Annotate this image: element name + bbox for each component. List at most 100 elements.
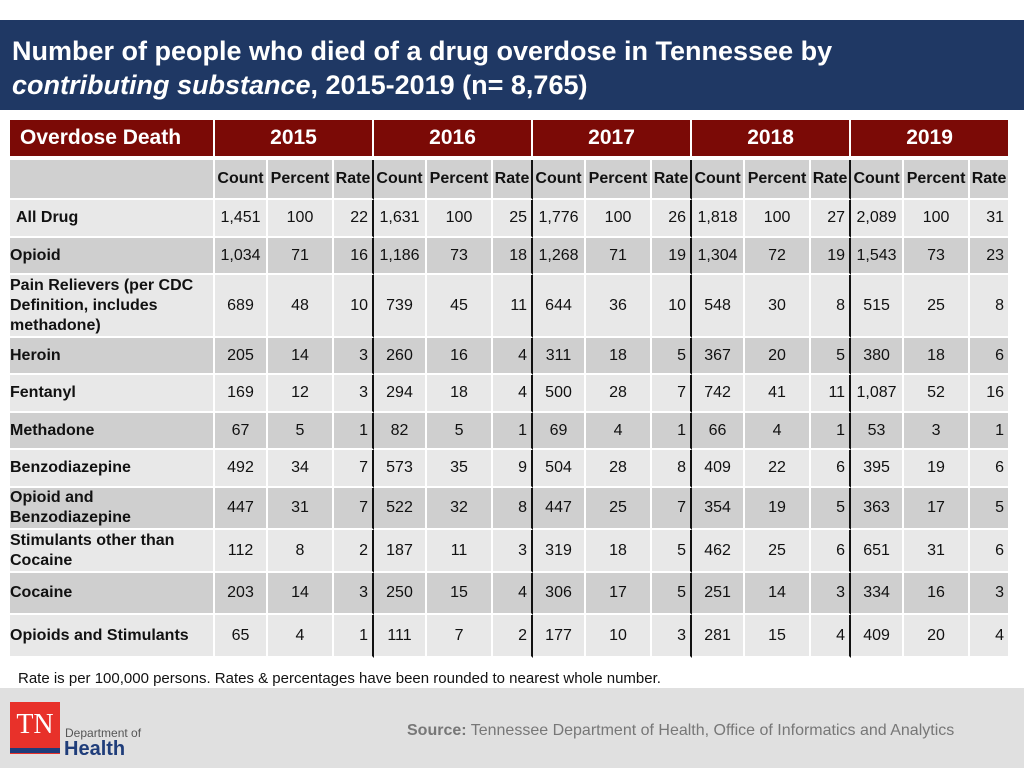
cell-rate: 3 [970, 573, 1011, 615]
cell-rate: 5 [652, 573, 693, 615]
year-header: 2019 [851, 120, 1011, 160]
cell-count: 311 [533, 338, 587, 375]
cell-percent: 22 [745, 450, 812, 488]
cell-count: 177 [533, 615, 587, 658]
cell-rate: 25 [493, 200, 534, 238]
cell-count: 203 [215, 573, 268, 615]
cell-count: 354 [692, 488, 746, 530]
cell-percent: 17 [904, 488, 971, 530]
cell-count: 66 [692, 413, 746, 450]
cell-count: 112 [215, 530, 268, 573]
row-label: Cocaine [10, 573, 215, 615]
cell-percent: 19 [745, 488, 812, 530]
cell-rate: 26 [652, 200, 693, 238]
cell-rate: 6 [811, 530, 852, 573]
overdose-table: Overdose Death 2015 2016 2017 2018 2019 Count P… [10, 120, 1011, 658]
cell-count: 739 [374, 275, 428, 338]
cell-percent: 35 [427, 450, 494, 488]
cell-count: 250 [374, 573, 428, 615]
table-row: Stimulants other than Cocaine 112 8 2 187 11 3… [10, 530, 1011, 573]
cell-percent: 20 [745, 338, 812, 375]
cell-percent: 73 [904, 238, 971, 275]
subheader-percent: Percent [904, 160, 971, 200]
cell-rate: 2 [493, 615, 534, 658]
cell-count: 67 [215, 413, 268, 450]
cell-percent: 14 [268, 573, 334, 615]
cell-count: 515 [851, 275, 905, 338]
cell-count: 500 [533, 375, 587, 413]
slide-title: Number of people who died of a drug over… [0, 20, 1024, 110]
table-row: Benzodiazepine 492 34 7 573 35 9 504 28 8 409 22 6 39… [10, 450, 1011, 488]
table-row: Heroin 205 14 3 260 16 4 311 18 5 367 20 5 380 18 6 [10, 338, 1011, 375]
cell-rate: 7 [652, 488, 693, 530]
cell-count: 447 [215, 488, 268, 530]
row-label: Opioid and Benzodiazepine [10, 488, 215, 530]
year-header: 2018 [692, 120, 852, 160]
cell-count: 306 [533, 573, 587, 615]
year-header: 2016 [374, 120, 534, 160]
cell-rate: 1 [334, 413, 375, 450]
cell-count: 260 [374, 338, 428, 375]
cell-rate: 6 [811, 450, 852, 488]
cell-percent: 100 [268, 200, 334, 238]
row-label: Fentanyl [10, 375, 215, 413]
subheader-rate: Rate [652, 160, 693, 200]
cell-rate: 31 [970, 200, 1011, 238]
subheader-percent: Percent [427, 160, 494, 200]
cell-rate: 3 [334, 375, 375, 413]
cell-percent: 4 [745, 413, 812, 450]
cell-count: 69 [533, 413, 587, 450]
cell-percent: 28 [586, 450, 653, 488]
cell-count: 65 [215, 615, 268, 658]
cell-percent: 34 [268, 450, 334, 488]
cell-percent: 15 [745, 615, 812, 658]
cell-rate: 9 [493, 450, 534, 488]
cell-count: 462 [692, 530, 746, 573]
cell-rate: 7 [334, 450, 375, 488]
cell-rate: 5 [811, 338, 852, 375]
year-header: 2015 [215, 120, 375, 160]
subheader-blank [10, 160, 215, 200]
cell-rate: 4 [493, 573, 534, 615]
cell-rate: 1 [334, 615, 375, 658]
cell-rate: 4 [493, 338, 534, 375]
cell-count: 1,451 [215, 200, 268, 238]
cell-rate: 5 [811, 488, 852, 530]
cell-count: 1,543 [851, 238, 905, 275]
table-row: Methadone 67 5 1 82 5 1 69 4 1 66 4 1 53 3 1 [10, 413, 1011, 450]
cell-rate: 11 [493, 275, 534, 338]
footnote: Rate is per 100,000 persons. Rates & per… [18, 670, 661, 687]
subheader-row: Count Percent Rate Count Percent Rate Count Per… [10, 160, 1011, 200]
cell-rate: 19 [652, 238, 693, 275]
cell-percent: 25 [745, 530, 812, 573]
source-value: Tennessee Department of Health, Office o… [466, 722, 955, 739]
cell-percent: 32 [427, 488, 494, 530]
cell-rate: 2 [334, 530, 375, 573]
cell-rate: 8 [970, 275, 1011, 338]
cell-percent: 18 [427, 375, 494, 413]
cell-percent: 71 [586, 238, 653, 275]
cell-percent: 16 [427, 338, 494, 375]
cell-percent: 31 [904, 530, 971, 573]
cell-rate: 3 [334, 573, 375, 615]
cell-percent: 16 [904, 573, 971, 615]
cell-count: 409 [851, 615, 905, 658]
cell-percent: 71 [268, 238, 334, 275]
cell-percent: 73 [427, 238, 494, 275]
cell-percent: 41 [745, 375, 812, 413]
row-label: All Drug [10, 200, 215, 238]
cell-rate: 7 [334, 488, 375, 530]
cell-percent: 19 [904, 450, 971, 488]
subheader-percent: Percent [586, 160, 653, 200]
cell-rate: 8 [652, 450, 693, 488]
cell-rate: 27 [811, 200, 852, 238]
cell-rate: 10 [334, 275, 375, 338]
row-label: Pain Relievers (per CDC Definition, incl… [10, 275, 215, 338]
cell-rate: 4 [811, 615, 852, 658]
row-label: Benzodiazepine [10, 450, 215, 488]
cell-percent: 31 [268, 488, 334, 530]
cell-count: 689 [215, 275, 268, 338]
cell-count: 187 [374, 530, 428, 573]
cell-count: 2,089 [851, 200, 905, 238]
cell-percent: 45 [427, 275, 494, 338]
